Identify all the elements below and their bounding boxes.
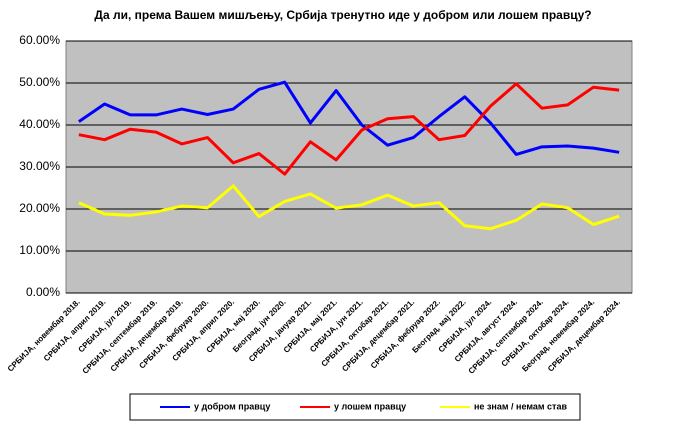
y-tick-label: 30.00% [19,159,60,173]
y-tick-label: 60.00% [19,33,60,47]
y-tick-label: 10.00% [19,243,60,257]
chart-title: Да ли, према Вашем мишљењу, Србија трену… [94,8,591,22]
y-tick-label: 40.00% [19,117,60,131]
series-line [78,184,620,231]
y-tick-label: 0.00% [26,285,60,299]
y-tick-label: 50.00% [19,75,60,89]
series-line [78,80,620,156]
legend-label: у лошем правцу [334,401,406,411]
series-line [78,82,620,176]
y-tick-label: 20.00% [19,201,60,215]
legend-box [129,393,581,421]
legend-label: у добром правцу [194,401,270,411]
legend-label: не знам / немам став [474,401,567,411]
